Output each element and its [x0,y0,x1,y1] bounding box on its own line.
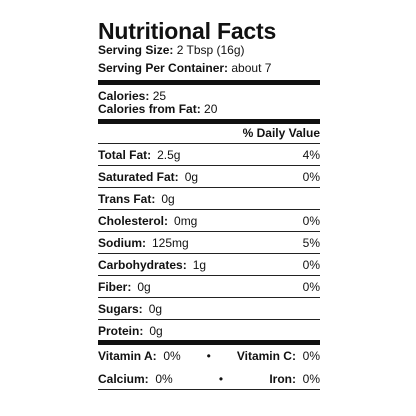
serving-size: Serving Size: 2 Tbsp (16g) [98,42,320,58]
nutrient-row: Sodium: 125mg 5% [98,232,320,254]
nutrient-label: Sugars: [98,301,143,316]
vitamin-value: 0% [302,372,320,386]
nutrient-amount: 0g [148,301,163,316]
value: 25 [152,89,167,103]
servings-per-container: Serving Per Container: about 7 [98,60,320,76]
daily-value: 0% [302,257,320,272]
nutrient-amount: 0g [161,191,175,206]
nutrient-row: Trans Fat: 0g [98,188,320,210]
nutrient-amount: 0g [137,279,151,294]
vitamin: Iron: 0% [269,372,320,386]
nutrient-row: Saturated Fat: 0g 0% [98,166,320,188]
daily-value-header: % Daily Value [98,125,320,144]
title: Nutritional Facts [98,18,277,44]
nutrient-amount: 125mg [152,235,189,250]
label: Calories: [98,89,150,103]
nutrient-label: Fiber: [98,279,132,294]
separator-dot: • [206,349,211,363]
nutrient: Sodium: 125mg [98,236,189,250]
label: Serving Per Container: [98,61,229,75]
nutrient: Trans Fat: 0g [98,192,175,206]
vitamin-label: Iron: [269,372,296,386]
label: Serving Size: [98,43,174,57]
value: about 7 [231,61,272,75]
vitamin: Vitamin C: 0% [237,349,320,363]
nutrient: Cholesterol: 0mg [98,214,197,228]
nutrient: Total Fat: 2.5g [98,148,180,162]
daily-value: 0% [302,213,320,228]
nutrient-amount: 0mg [174,213,198,228]
divider [98,80,320,85]
nutrient-row: Sugars: 0g [98,298,320,320]
daily-value: 4% [302,147,320,162]
nutrient-row: Carbohydrates: 1g 0% [98,254,320,276]
nutrient-amount: 2.5g [157,147,181,162]
nutrient-label: Saturated Fat: [98,169,179,184]
nutrient: Sugars: 0g [98,302,162,316]
nutrient: Carbohydrates: 1g [98,258,206,272]
nutrient-label: Carbohydrates: [98,257,187,272]
vitamin-value: 0% [302,349,320,363]
vitamin-label: Calcium: [98,372,149,386]
divider [98,340,320,345]
bottom-rule [98,389,320,390]
daily-value: 0% [302,169,320,184]
calories-from-fat: Calories from Fat: 20 [98,101,320,117]
nutrient-row: Cholesterol: 0mg 0% [98,210,320,232]
nutrient-row: Protein: 0g [98,320,320,342]
daily-value: 0% [302,279,320,294]
separator-dot: • [218,372,224,386]
nutrient: Fiber: 0g [98,280,151,294]
vitamin-row: Vitamin A: 0% • Vitamin C: 0% [98,345,320,367]
nutrient-label: Cholesterol: [98,213,169,228]
nutrient-row: Fiber: 0g 0% [98,276,320,298]
daily-value: 5% [302,235,320,250]
nutrient-rows: Total Fat: 2.5g 4% Saturated Fat: 0g 0% Trans … [98,144,320,342]
vitamin: Calcium: 0% [98,372,173,386]
divider [98,119,320,124]
calories: Calories: 25 [98,88,320,104]
vitamin-label: Vitamin A: [98,349,157,363]
nutrient-label: Trans Fat: [98,191,156,206]
nutrient-label: Protein: [98,323,144,338]
vitamin-label: Vitamin C: [236,349,296,363]
value: 2 Tbsp (16g) [176,43,245,57]
vitamin-row: Calcium: 0% • Iron: 0% [98,368,320,390]
nutrient-row: Total Fat: 2.5g 4% [98,144,320,166]
label: Calories from Fat: [98,102,201,116]
vitamin-value: 0% [163,349,181,363]
nutrient-amount: 0g [149,323,163,338]
vitamin: Vitamin A: 0% [98,349,181,363]
nutrient-label: Total Fat: [98,147,152,162]
value: 20 [204,102,218,116]
nutrient-amount: 0g [184,169,199,184]
vitamin-value: 0% [155,372,173,386]
nutrient-label: Sodium: [98,235,146,250]
nutrient-amount: 1g [192,257,207,272]
nutrient: Protein: 0g [98,324,163,338]
vitamin-rows: Vitamin A: 0% • Vitamin C: 0% Calcium: 0% • I… [98,345,320,390]
nutrient: Saturated Fat: 0g [98,170,198,184]
